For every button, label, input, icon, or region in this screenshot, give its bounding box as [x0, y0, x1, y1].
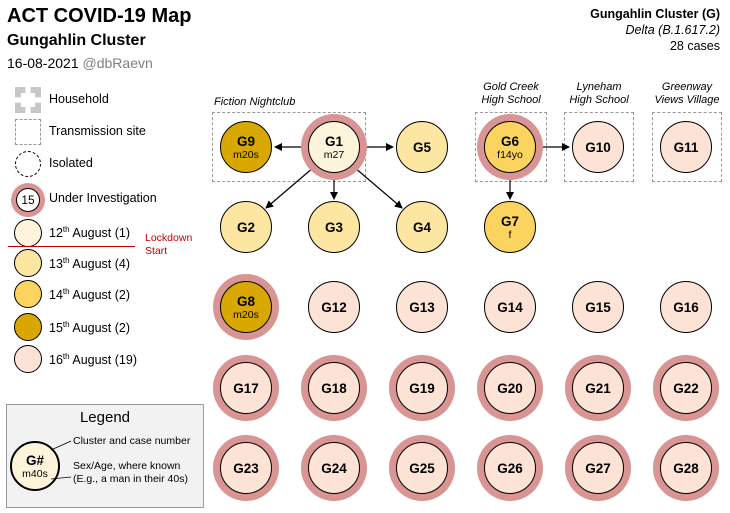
cluster-case-count: 28 cases: [669, 39, 720, 53]
key-isolated-label: Isolated: [49, 156, 93, 170]
case-node-g12[interactable]: G12: [308, 281, 360, 333]
cluster-variant: Delta (B.1.617.2): [625, 23, 721, 37]
legend-annotation-case-number: Cluster and case number: [73, 435, 191, 447]
case-node-g20[interactable]: G20: [484, 362, 536, 414]
aug12-swatch: [14, 219, 42, 247]
arrow-g1-g2: [265, 166, 315, 209]
site-greenway-label: Greenway Views Village: [654, 81, 720, 106]
map-title: ACT COVID-19 Map: [7, 5, 192, 27]
site-greenway: [652, 112, 722, 182]
lockdown-divider: [8, 246, 135, 247]
map-subtitle: Gungahlin Cluster: [7, 32, 146, 49]
key-household-label: Household: [49, 92, 109, 106]
case-node-g6[interactable]: G6 f14yo: [484, 121, 536, 173]
site-fiction-label: Fiction Nightclub: [214, 96, 296, 108]
key-aug12-label: 12th August (1): [49, 225, 131, 241]
case-node-g27[interactable]: G27: [572, 442, 624, 494]
case-node-g13[interactable]: G13: [396, 281, 448, 333]
case-node-g5[interactable]: G5: [396, 121, 448, 173]
case-node-g24[interactable]: G24: [308, 442, 360, 494]
map-date: 16-08-2021: [7, 55, 79, 71]
case-node-g10[interactable]: G10: [572, 121, 624, 173]
cluster-name: Gungahlin Cluster (G): [590, 7, 720, 21]
aug16-swatch: [14, 345, 42, 373]
legend-box: Legend G# m40s Cluster and case number Se…: [6, 404, 204, 508]
case-node-g18[interactable]: G18: [308, 362, 360, 414]
case-node-g16[interactable]: G16: [660, 281, 712, 333]
key-aug16-label: 16th August (19): [49, 352, 137, 368]
case-node-g17[interactable]: G17: [220, 362, 272, 414]
cluster-info: Gungahlin Cluster (G) Delta (B.1.617.2) …: [590, 6, 720, 54]
key-investigation-label: Under Investigation: [49, 191, 157, 205]
aug14-swatch: [14, 280, 42, 308]
case-node-g4[interactable]: G4: [396, 201, 448, 253]
case-node-g23[interactable]: G23: [220, 442, 272, 494]
transmission-site-swatch: [15, 119, 41, 145]
case-node-g22[interactable]: G22: [660, 362, 712, 414]
key-aug15-label: 15th August (2): [49, 320, 131, 336]
case-node-g1[interactable]: G1 m27: [308, 121, 360, 173]
case-node-g14[interactable]: G14: [484, 281, 536, 333]
key-aug14-label: 14th August (2): [49, 287, 131, 303]
case-node-g28[interactable]: G28: [660, 442, 712, 494]
case-node-g2[interactable]: G2: [220, 201, 272, 253]
legend-leader-lines: [50, 440, 72, 480]
author-handle: @dbRaevn: [82, 55, 153, 71]
isolated-swatch: [15, 151, 41, 177]
case-node-g3[interactable]: G3: [308, 201, 360, 253]
aug15-swatch: [14, 313, 42, 341]
case-node-g11[interactable]: G11: [660, 121, 712, 173]
key-aug13-label: 13th August (4): [49, 256, 131, 272]
case-node-g7[interactable]: G7 f: [484, 201, 536, 253]
site-lyneham-label: Lyneham High School: [569, 81, 629, 106]
case-node-g25[interactable]: G25: [396, 442, 448, 494]
case-node-g19[interactable]: G19: [396, 362, 448, 414]
aug13-swatch: [14, 249, 42, 277]
case-node-g8[interactable]: G8 m20s: [220, 281, 272, 333]
case-node-g26[interactable]: G26: [484, 442, 536, 494]
date-line: 16-08-2021 @dbRaevn: [7, 55, 153, 71]
investigation-swatch: 15: [16, 188, 40, 212]
case-node-g21[interactable]: G21: [572, 362, 624, 414]
case-node-g15[interactable]: G15: [572, 281, 624, 333]
key-transmission-site-label: Transmission site: [49, 124, 146, 138]
case-node-g9[interactable]: G9 m20s: [220, 121, 272, 173]
site-goldcreek-label: Gold Creek High School: [481, 81, 541, 106]
investigation-swatch-number: 15: [21, 193, 35, 207]
household-swatch: [15, 87, 41, 113]
legend-annotation-sex-age: Sex/Age, where known (E.g., a man in thei…: [73, 460, 188, 485]
arrow-g1-g4: [353, 166, 403, 209]
lockdown-label: Lockdown Start: [145, 232, 193, 257]
legend-title: Legend: [79, 409, 131, 426]
